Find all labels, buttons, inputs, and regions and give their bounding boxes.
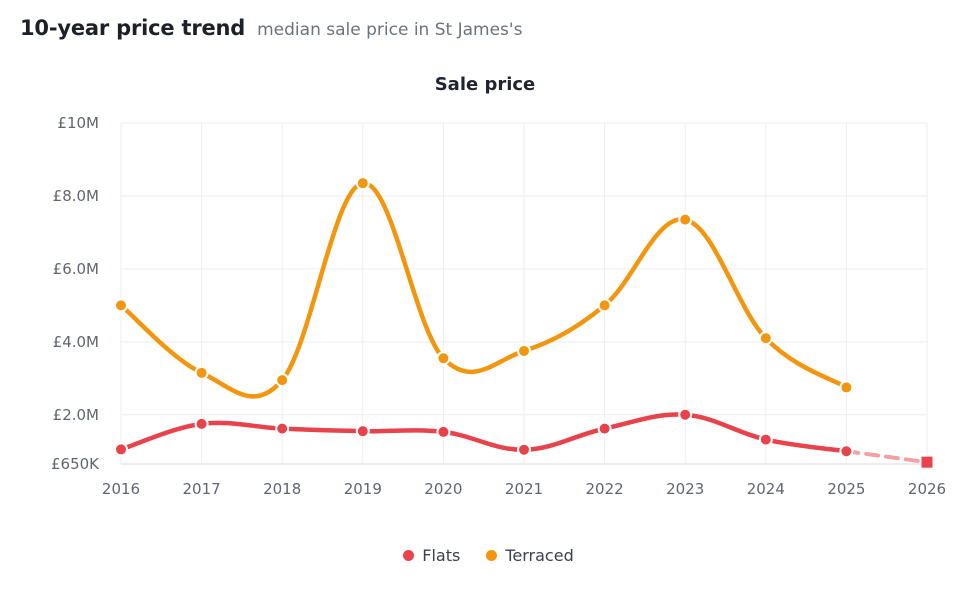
x-tick-label: 2019 (344, 480, 382, 498)
y-tick-label: £6.0M (53, 260, 99, 278)
x-tick-label: 2022 (586, 480, 624, 498)
y-axis-ticks: £650K £2.0M £4.0M £6.0M £8.0M £10M (51, 114, 100, 473)
legend-swatch (486, 550, 498, 561)
flats-data-point[interactable] (597, 421, 612, 436)
terraced-data-point[interactable] (517, 343, 531, 358)
legend-swatch (403, 550, 415, 561)
chart-header: 10-year price trend median sale price in… (20, 16, 522, 40)
x-tick-label: 2023 (666, 480, 704, 498)
chart-legend: Flats Terraced (0, 546, 977, 565)
y-tick-label: £2.0M (53, 406, 99, 424)
flats-data-point[interactable] (517, 442, 531, 457)
x-tick-label: 2016 (102, 480, 140, 498)
y-tick-label: £8.0M (53, 187, 99, 205)
x-tick-label: 2018 (263, 480, 301, 498)
legend-label: Terraced (505, 546, 574, 565)
page-title: 10-year price trend (20, 16, 246, 40)
terraced-data-point[interactable] (436, 351, 451, 366)
x-tick-label: 2021 (505, 480, 543, 498)
price-trend-chart: Sale price £650K £2.0M £4.0M £6.0M £8.0M £10M… (51, 74, 946, 498)
flats-data-point[interactable] (355, 424, 370, 439)
chart-series (114, 176, 933, 468)
legend-item-flats[interactable]: Flats (403, 546, 460, 565)
terraced-series-line (118, 180, 849, 399)
terraced-data-point[interactable] (275, 373, 290, 388)
chart-title: Sale price (435, 74, 536, 95)
flats-data-point[interactable] (839, 444, 854, 459)
flats-data-point[interactable] (114, 442, 128, 457)
flats-data-point[interactable] (275, 421, 290, 436)
page-subtitle: median sale price in St James's (257, 20, 523, 40)
x-tick-label: 2025 (827, 480, 865, 498)
flats-data-point[interactable] (678, 407, 693, 422)
x-tick-label: 2020 (424, 480, 462, 498)
flats-data-point[interactable] (436, 424, 451, 439)
legend-item-terraced[interactable]: Terraced (486, 546, 574, 565)
y-tick-label: £650K (51, 455, 100, 473)
flats-series-line (118, 412, 849, 454)
x-tick-label: 2026 (908, 480, 946, 498)
terraced-data-point[interactable] (678, 212, 693, 227)
x-axis-ticks: 2016 2017 2018 2019 2020 2021 2022 2023 2024 2025… (102, 480, 946, 498)
x-tick-label: 2017 (183, 480, 221, 498)
terraced-data-point[interactable] (597, 298, 612, 313)
y-tick-label: £4.0M (53, 333, 99, 351)
terraced-data-point[interactable] (758, 331, 773, 346)
terraced-data-point[interactable] (194, 365, 209, 380)
flats-data-point[interactable] (194, 416, 209, 431)
chart-grid (120, 122, 928, 465)
x-tick-label: 2024 (747, 480, 785, 498)
terraced-data-point[interactable] (355, 176, 370, 191)
terraced-data-point[interactable] (114, 298, 128, 313)
terraced-data-point[interactable] (839, 380, 854, 395)
flats-forecast-line (844, 449, 929, 465)
flats-data-point[interactable] (758, 432, 773, 447)
flats-forecast-point[interactable] (921, 456, 933, 468)
y-tick-label: £10M (57, 114, 99, 132)
legend-label: Flats (422, 546, 461, 565)
